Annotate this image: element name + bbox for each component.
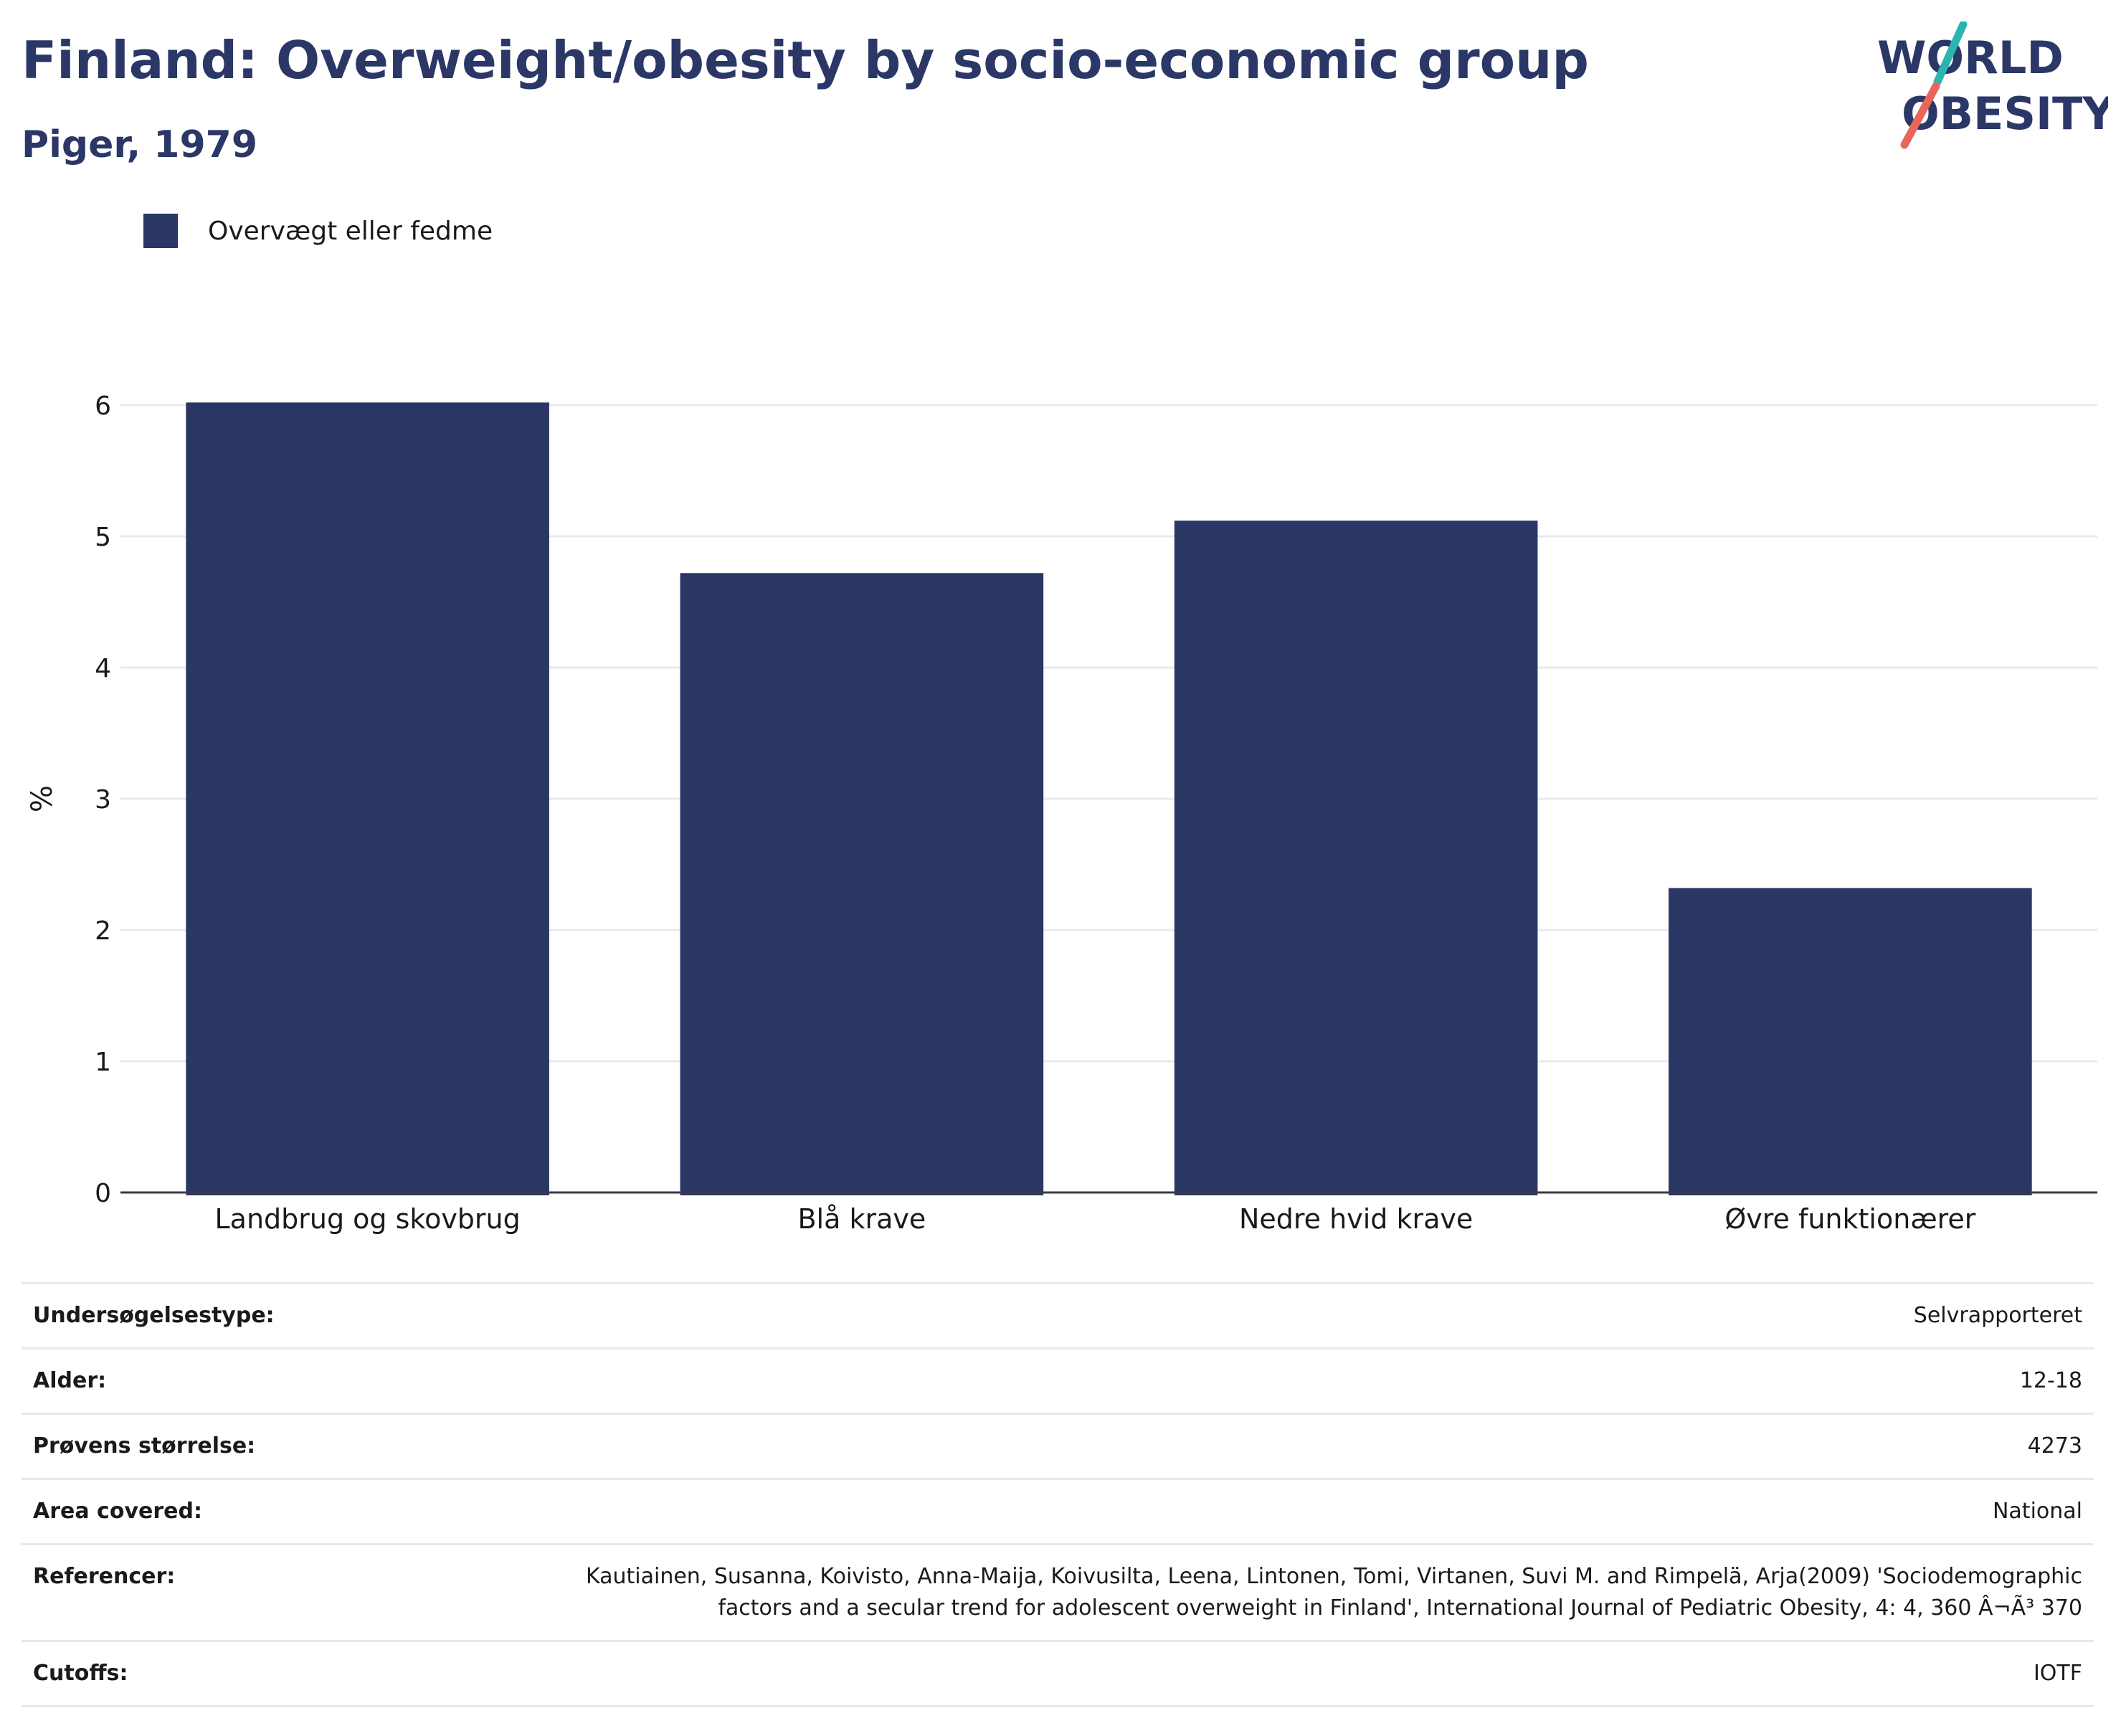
info-key: Cutoffs:: [33, 1661, 128, 1686]
x-tick-label: Blå krave: [797, 1203, 926, 1235]
info-key: Undersøgelsestype:: [33, 1303, 275, 1328]
legend-swatch: [143, 214, 178, 248]
info-row: Referencer: Kautiainen, Susanna, Koivisto…: [22, 1544, 2094, 1641]
info-value: Kautiainen, Susanna, Koivisto, Anna-Maij…: [585, 1564, 2082, 1621]
y-tick-label: 5: [95, 523, 111, 552]
logo-slash-top: [1933, 22, 1968, 86]
y-axis-label: %: [26, 785, 59, 812]
bar: [680, 573, 1044, 1195]
info-key: Alder:: [33, 1368, 107, 1393]
y-tick-label: 0: [95, 1179, 111, 1208]
info-key: Area covered:: [33, 1499, 202, 1524]
logo-word-world: WORLD: [1877, 32, 2064, 84]
info-row: Cutoffs: IOTF: [22, 1641, 2094, 1707]
legend-label: Overvægt eller fedme: [208, 216, 493, 246]
bar: [186, 402, 549, 1195]
info-value: 12-18: [2019, 1368, 2082, 1393]
chart-title: Finland: Overweight/obesity by socio-eco…: [22, 30, 1589, 90]
bar: [1174, 521, 1538, 1195]
info-row: Area covered: National: [22, 1479, 2094, 1545]
y-tick-label: 1: [95, 1048, 111, 1077]
x-tick-label: Nedre hvid krave: [1239, 1203, 1473, 1235]
y-tick-label: 4: [95, 654, 111, 683]
bar-chart: 0 1 2 3 4 5 6% Landbrug og skovbrug Blå krave Ned…: [26, 392, 2097, 1235]
logo-word-obesity: OBESITY: [1902, 87, 2108, 140]
info-value: 4273: [2027, 1433, 2082, 1458]
info-row: Prøvens størrelse: 4273: [22, 1413, 2094, 1479]
x-tick-label: Øvre funktionærer: [1724, 1203, 1975, 1235]
info-row: Alder: 12-18: [22, 1348, 2094, 1414]
info-table: Undersøgelsestype: Selvrapporteret Alder: 1…: [22, 1282, 2094, 1707]
info-key: Referencer:: [33, 1564, 176, 1589]
info-value: National: [1992, 1499, 2082, 1524]
info-value: Selvrapporteret: [1913, 1303, 2082, 1328]
bar: [1669, 888, 2032, 1195]
y-tick-label: 6: [95, 392, 111, 421]
world-obesity-logo: WORLD OBESITY: [1877, 22, 2108, 149]
x-tick-label: Landbrug og skovbrug: [214, 1203, 520, 1235]
info-row: Undersøgelsestype: Selvrapporteret: [22, 1283, 2094, 1349]
info-value: IOTF: [2033, 1661, 2082, 1686]
y-tick-label: 2: [95, 916, 111, 946]
info-key: Prøvens størrelse:: [33, 1433, 256, 1458]
chart-subtitle: Piger, 1979: [22, 123, 258, 166]
logo-slash-bottom: [1900, 82, 1940, 149]
legend[interactable]: Overvægt eller fedme: [143, 214, 493, 248]
y-tick-label: 3: [95, 785, 111, 815]
